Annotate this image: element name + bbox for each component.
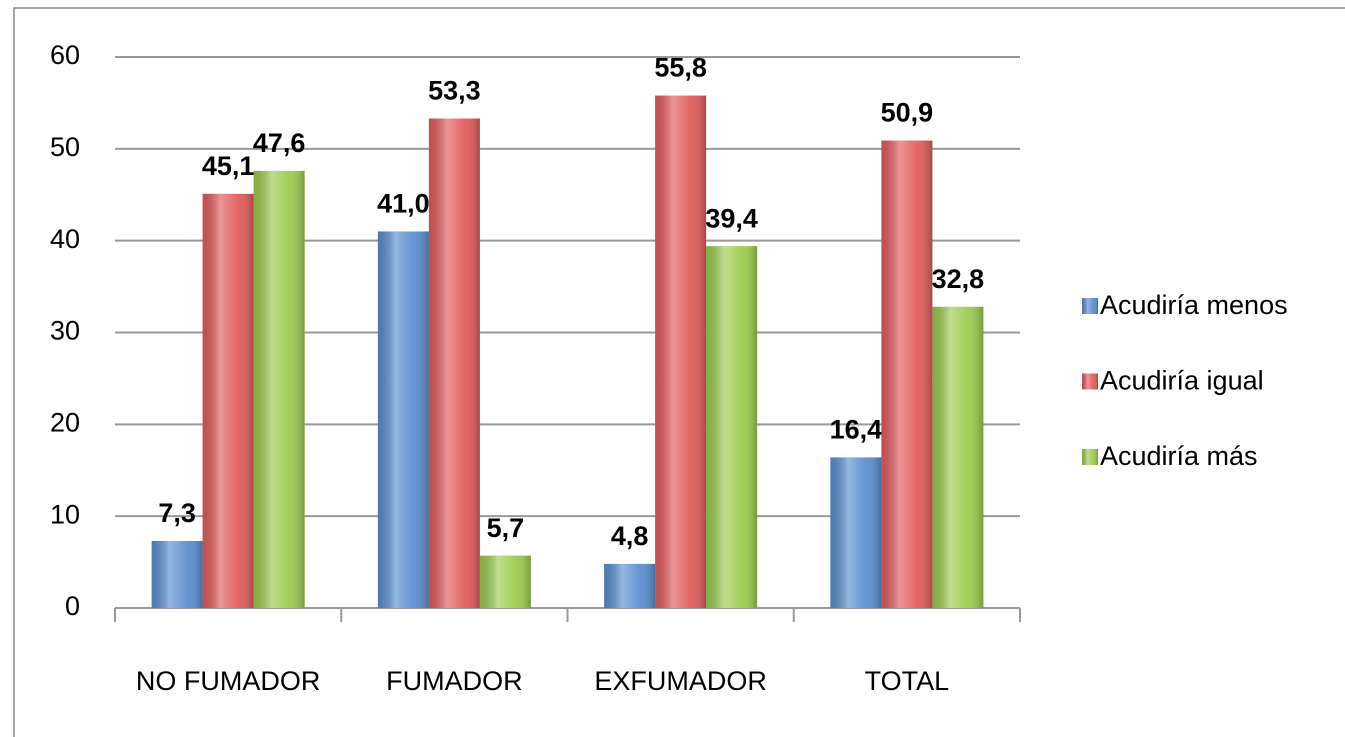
legend-swatch-shade: [1082, 373, 1098, 390]
bar-shade: [830, 457, 882, 608]
bar-shade: [655, 95, 707, 608]
value-label: 47,6: [253, 128, 306, 158]
value-label: 53,3: [428, 76, 481, 106]
y-tick-label: 40: [50, 224, 80, 254]
legend-swatch-shade: [1082, 298, 1098, 314]
bar-shade: [428, 118, 480, 609]
y-tick-label: 30: [50, 316, 80, 346]
legend-label: Acudiría menos: [1100, 290, 1288, 320]
bar-shade: [881, 140, 933, 608]
value-label: 45,1: [202, 151, 255, 181]
value-label: 4,8: [611, 521, 649, 551]
y-tick-label: 50: [50, 132, 80, 162]
bar-shade: [253, 170, 305, 608]
y-tick-label: 10: [50, 499, 80, 529]
legend-swatch-shade: [1082, 449, 1098, 465]
bar-shade: [377, 231, 429, 608]
value-label: 16,4: [830, 415, 883, 445]
y-tick-label: 20: [50, 407, 80, 437]
x-tick-label: EXFUMADOR: [594, 666, 767, 696]
value-label: 5,7: [487, 513, 525, 543]
bar-shade: [202, 193, 254, 608]
bar-shade: [604, 563, 656, 608]
value-label: 50,9: [881, 98, 934, 128]
y-tick-label: 60: [50, 40, 80, 70]
bar-shade: [932, 306, 984, 608]
x-tick-label: TOTAL: [865, 666, 950, 696]
x-tick-label: FUMADOR: [386, 666, 523, 696]
value-label: 55,8: [654, 53, 707, 83]
legend-label: Acudiría más: [1100, 441, 1258, 471]
frame: [13, 7, 1345, 737]
value-label: 7,3: [158, 498, 196, 528]
legend-label: Acudiría igual: [1100, 366, 1264, 396]
bar-shade: [706, 246, 758, 608]
x-tick-label: NO FUMADOR: [136, 666, 321, 696]
bar-shade: [151, 540, 203, 608]
value-label: 39,4: [705, 203, 758, 233]
value-label: 32,8: [932, 264, 985, 294]
y-tick-label: 0: [65, 591, 80, 621]
bar-shade: [479, 555, 531, 608]
value-label: 41,0: [377, 189, 430, 219]
